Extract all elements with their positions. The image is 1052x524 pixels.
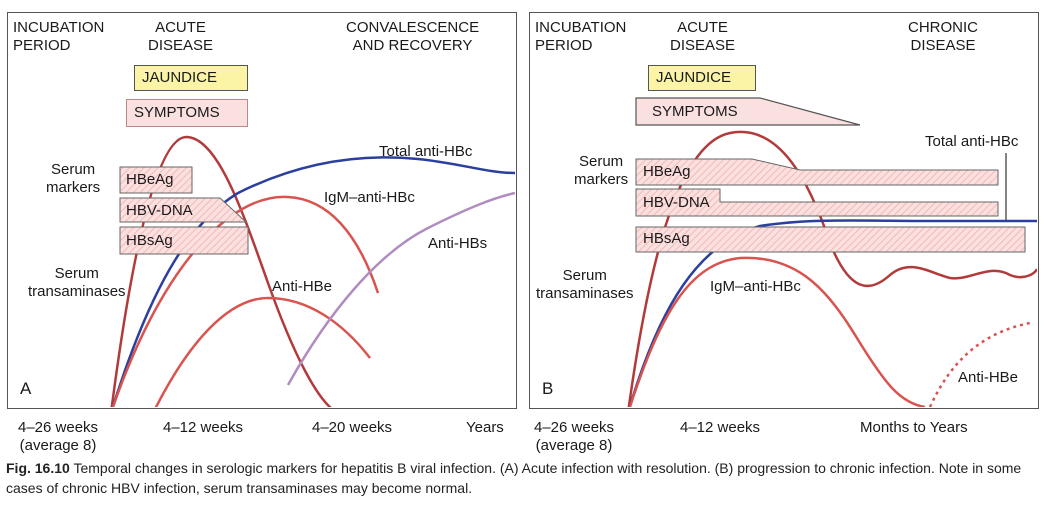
- anti-hbe-curve-b: [928, 321, 1031, 407]
- panel-a-letter: A: [20, 379, 32, 398]
- hbv-dna-label-b: HBV-DNA: [643, 194, 710, 211]
- hbv-dna-marker-shape: [119, 197, 248, 223]
- serum-transaminases-label: Serum transaminases: [28, 265, 126, 300]
- jaundice-box-b: JAUNDICE: [648, 65, 756, 91]
- hbsag-label-b: HBsAg: [643, 230, 690, 247]
- caption-label: Fig. 16.10: [6, 460, 70, 476]
- hbeag-label: HBeAg: [126, 171, 174, 188]
- timeline-b-incubation: 4–26 weeks (average 8): [534, 419, 615, 454]
- igm-anti-hbc-curve: [111, 195, 380, 407]
- timeline-a-acute: 4–12 weeks: [163, 419, 244, 436]
- anti-hbs-label: Anti-HBs: [428, 235, 488, 252]
- anti-hbe-label: Anti-HBe: [272, 278, 333, 295]
- panel-b-curves: [627, 97, 1037, 407]
- hbv-dna-label: HBV-DNA: [126, 202, 193, 219]
- hbsag-marker-shape: [119, 226, 249, 255]
- phase-acute: ACUTE DISEASE: [148, 19, 214, 54]
- total-anti-hbc-curve-b: [628, 219, 1037, 407]
- panel-b-letter: B: [542, 379, 554, 398]
- hbeag-label-b: HBeAg: [643, 163, 691, 180]
- hbsag-label: HBsAg: [126, 232, 173, 249]
- serum-markers-label-b: Serum markers: [574, 153, 629, 188]
- serum-markers-label: Serum markers: [46, 161, 101, 196]
- total-anti-hbc-label: Total anti-HBc: [379, 143, 473, 160]
- symptoms-shape: [635, 97, 861, 126]
- total-anti-hbc-curve: [111, 156, 515, 407]
- figure-caption: Fig. 16.10 Temporal changes in serologic…: [6, 458, 1046, 498]
- igm-anti-hbc-label: IgM–anti-HBc: [324, 189, 415, 206]
- phase-incubation: INCUBATION PERIOD: [13, 19, 105, 54]
- caption-text: Temporal changes in serologic markers fo…: [6, 460, 1022, 496]
- timeline-a-incubation: 4–26 weeks (average 8): [18, 419, 99, 454]
- symptoms-box: SYMPTOMS: [126, 99, 248, 127]
- serum-transaminases-label-b: Serum transaminases: [536, 267, 634, 302]
- igm-anti-hbc-label-b: IgM–anti-HBc: [710, 278, 801, 295]
- anti-hbe-curve: [154, 296, 371, 407]
- hbv-dna-band: [635, 188, 999, 217]
- timeline-a-convalescence: 4–20 weeks: [312, 419, 393, 436]
- timeline-a-years: Years: [466, 419, 504, 436]
- hbeag-marker-shape: [119, 166, 193, 194]
- panel-b: INCUBATION PERIOD ACUTE DISEASE CHRONIC …: [529, 12, 1039, 409]
- timeline-b-chronic: Months to Years: [860, 419, 968, 436]
- timeline-b-acute: 4–12 weeks: [680, 419, 761, 436]
- anti-hbs-curve: [286, 191, 515, 386]
- hbeag-band: [635, 158, 999, 186]
- anti-hbe-label-b: Anti-HBe: [958, 369, 1019, 386]
- phase-chronic-b: CHRONIC DISEASE: [908, 19, 978, 54]
- phase-convalescence: CONVALESCENCE AND RECOVERY: [346, 19, 480, 54]
- phase-acute-b: ACUTE DISEASE: [670, 19, 736, 54]
- panel-a: INCUBATION PERIOD ACUTE DISEASE CONVALES…: [7, 12, 517, 409]
- phase-incubation-b: INCUBATION PERIOD: [535, 19, 627, 54]
- symptoms-label-b: SYMPTOMS: [652, 103, 738, 120]
- jaundice-box: JAUNDICE: [134, 65, 248, 91]
- igm-anti-hbc-curve-b: [628, 256, 926, 407]
- total-anti-hbc-label-b: Total anti-HBc: [925, 133, 1019, 150]
- hbsag-band: [635, 226, 1026, 253]
- panel-a-curves: [110, 135, 515, 407]
